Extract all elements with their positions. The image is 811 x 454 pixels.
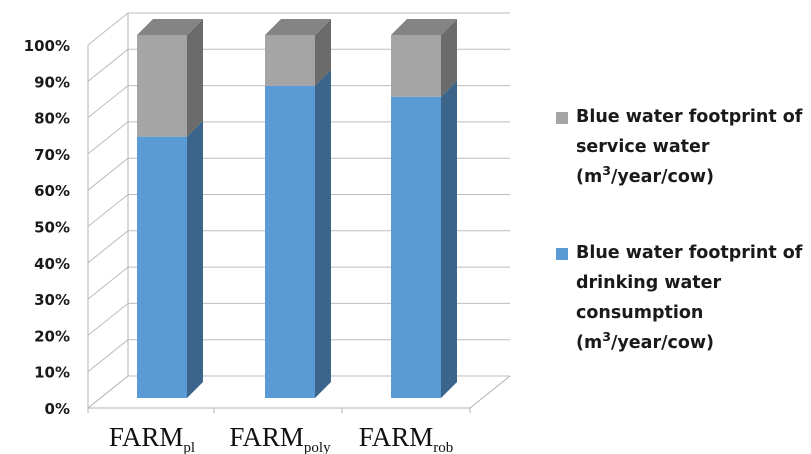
y-tick-label: 60% (34, 182, 70, 200)
y-tick-label: 80% (34, 110, 70, 128)
legend-item-drinking-water: Blue water footprint of drinking water c… (556, 238, 806, 358)
x-axis-category-labels: FARMpl FARMpoly FARMrob (87, 408, 471, 454)
x-category-subscript: poly (304, 440, 331, 454)
bar-side-face (315, 69, 331, 398)
y-tick-label: 50% (34, 219, 70, 237)
bar-segment (137, 35, 187, 137)
bar-top-face (265, 19, 331, 35)
gridline-diagonal (87, 375, 129, 409)
y-tick-label: 30% (34, 291, 70, 309)
y-tick-label: 10% (34, 364, 70, 382)
gridline-diagonal (87, 85, 129, 118)
gridline-diagonal (87, 48, 129, 82)
floor-right-edge (469, 375, 511, 409)
x-category-label: FARMrob (359, 422, 454, 454)
y-tick-label: 40% (34, 255, 70, 273)
bar-side-face (441, 19, 457, 97)
gridline-diagonal (87, 339, 129, 373)
legend-unit: (m3/year/cow) (576, 329, 715, 353)
y-tick-label: 0% (45, 400, 70, 418)
gridline-diagonal (87, 157, 129, 191)
x-category-subscript: pl (183, 440, 195, 454)
bar-segment (391, 96, 441, 399)
x-category-label: FARMpoly (229, 422, 331, 454)
gridline-diagonal (87, 266, 129, 300)
bar-side-face (315, 19, 331, 86)
gridline-diagonal (87, 230, 129, 264)
x-category-subscript: rob (433, 440, 453, 454)
bar-top-face (137, 19, 203, 35)
legend-label-line: Blue water footprint of (576, 107, 803, 127)
bar-segment (391, 35, 441, 97)
y-tick-label: 90% (34, 73, 70, 91)
gridline-diagonal (87, 12, 129, 46)
legend-label-line: service water (576, 137, 710, 157)
bar-side-face (441, 80, 457, 399)
y-tick-label: 100% (24, 37, 70, 55)
gridline-diagonal (87, 303, 129, 336)
legend-unit: (m3/year/cow) (576, 163, 715, 187)
x-category-label: FARMpl (109, 422, 195, 454)
legend-label-line: consumption (576, 303, 704, 323)
bars (137, 19, 457, 399)
gridline-diagonal (87, 121, 129, 155)
bar-segment (137, 136, 187, 398)
bar-side-face (187, 120, 203, 398)
gridline-diagonal (87, 194, 129, 227)
bar-segment (265, 35, 315, 86)
legend-item-service-water: Blue water footprint of service water (m… (556, 102, 806, 192)
legend-label-line: Blue water footprint of (576, 243, 803, 263)
y-tick-label: 70% (34, 146, 70, 164)
y-tick-label: 20% (34, 327, 70, 345)
legend-label-line: drinking water (576, 273, 722, 293)
y-axis-tick-labels: 0% 10% 20% 30% 40% 50% 60% 70% 80% 90% 100% (24, 37, 70, 418)
bar-top-face (391, 19, 457, 35)
legend-swatch-drinking-water (556, 248, 568, 260)
legend: Blue water footprint of service water (m… (556, 102, 806, 358)
legend-swatch-service-water (556, 112, 568, 124)
bar-side-face (187, 19, 203, 137)
bar-segment (265, 85, 315, 398)
